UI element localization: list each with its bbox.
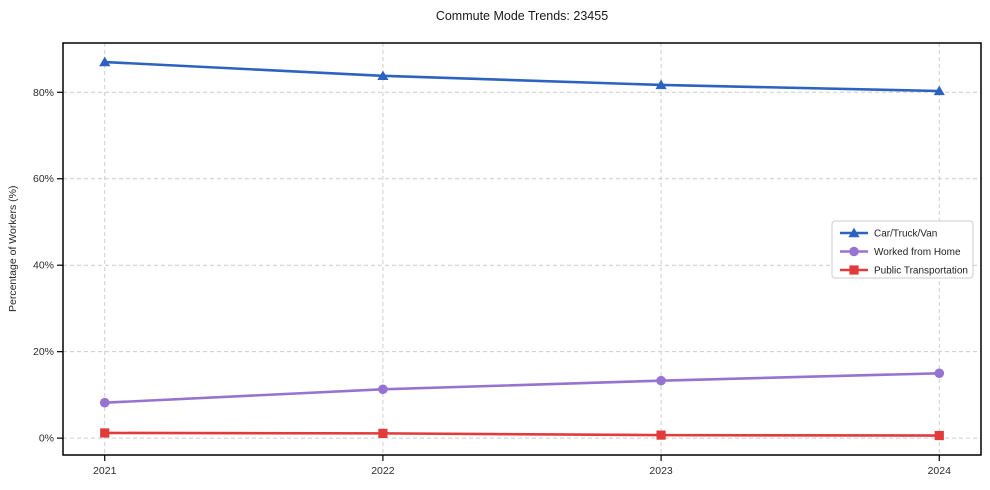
legend-square-icon [849, 265, 859, 275]
legend-circle-icon [849, 246, 859, 257]
x-tick-label: 2022 [371, 465, 395, 477]
legend-triangle-icon [848, 227, 860, 238]
x-tick-label: 2021 [93, 465, 117, 477]
series-line-car-truck-van [103, 60, 941, 93]
series-line-worked-from-home [103, 371, 941, 404]
chart-title: Commute Mode Trends: 23455 [435, 9, 609, 23]
series-marker-worked-from-home [378, 384, 388, 395]
y-tick-label: 20% [33, 346, 54, 358]
series-marker-car-truck-van [655, 79, 667, 90]
series-marker-public-transportation [656, 430, 666, 440]
series-marker-car-truck-van [377, 70, 389, 81]
series-marker-public-transportation [100, 428, 110, 438]
x-tick-label: 2024 [928, 465, 952, 477]
y-tick-label: 0% [39, 433, 54, 445]
x-tick-label: 2023 [649, 465, 673, 477]
y-tick-label: 40% [33, 260, 54, 272]
plot-frame [62, 42, 982, 456]
series-marker-car-truck-van [933, 85, 945, 96]
series-line-public-transportation [103, 431, 941, 437]
series-marker-worked-from-home [934, 368, 945, 379]
y-tick-label: 60% [33, 173, 54, 185]
series-marker-car-truck-van [99, 56, 111, 67]
series-marker-public-transportation [378, 428, 388, 438]
series-marker-public-transportation [934, 430, 944, 441]
legend-label-worked-from-home: Worked from Home [874, 247, 961, 258]
series-marker-worked-from-home [656, 375, 666, 386]
legend-label-public-transportation: Public Transportation [874, 266, 968, 277]
series-marker-worked-from-home [99, 397, 110, 408]
legend-box [831, 220, 974, 279]
legend-label-car-truck-van: Car/Truck/Van [874, 229, 937, 240]
y-tick-label: 80% [33, 87, 54, 99]
